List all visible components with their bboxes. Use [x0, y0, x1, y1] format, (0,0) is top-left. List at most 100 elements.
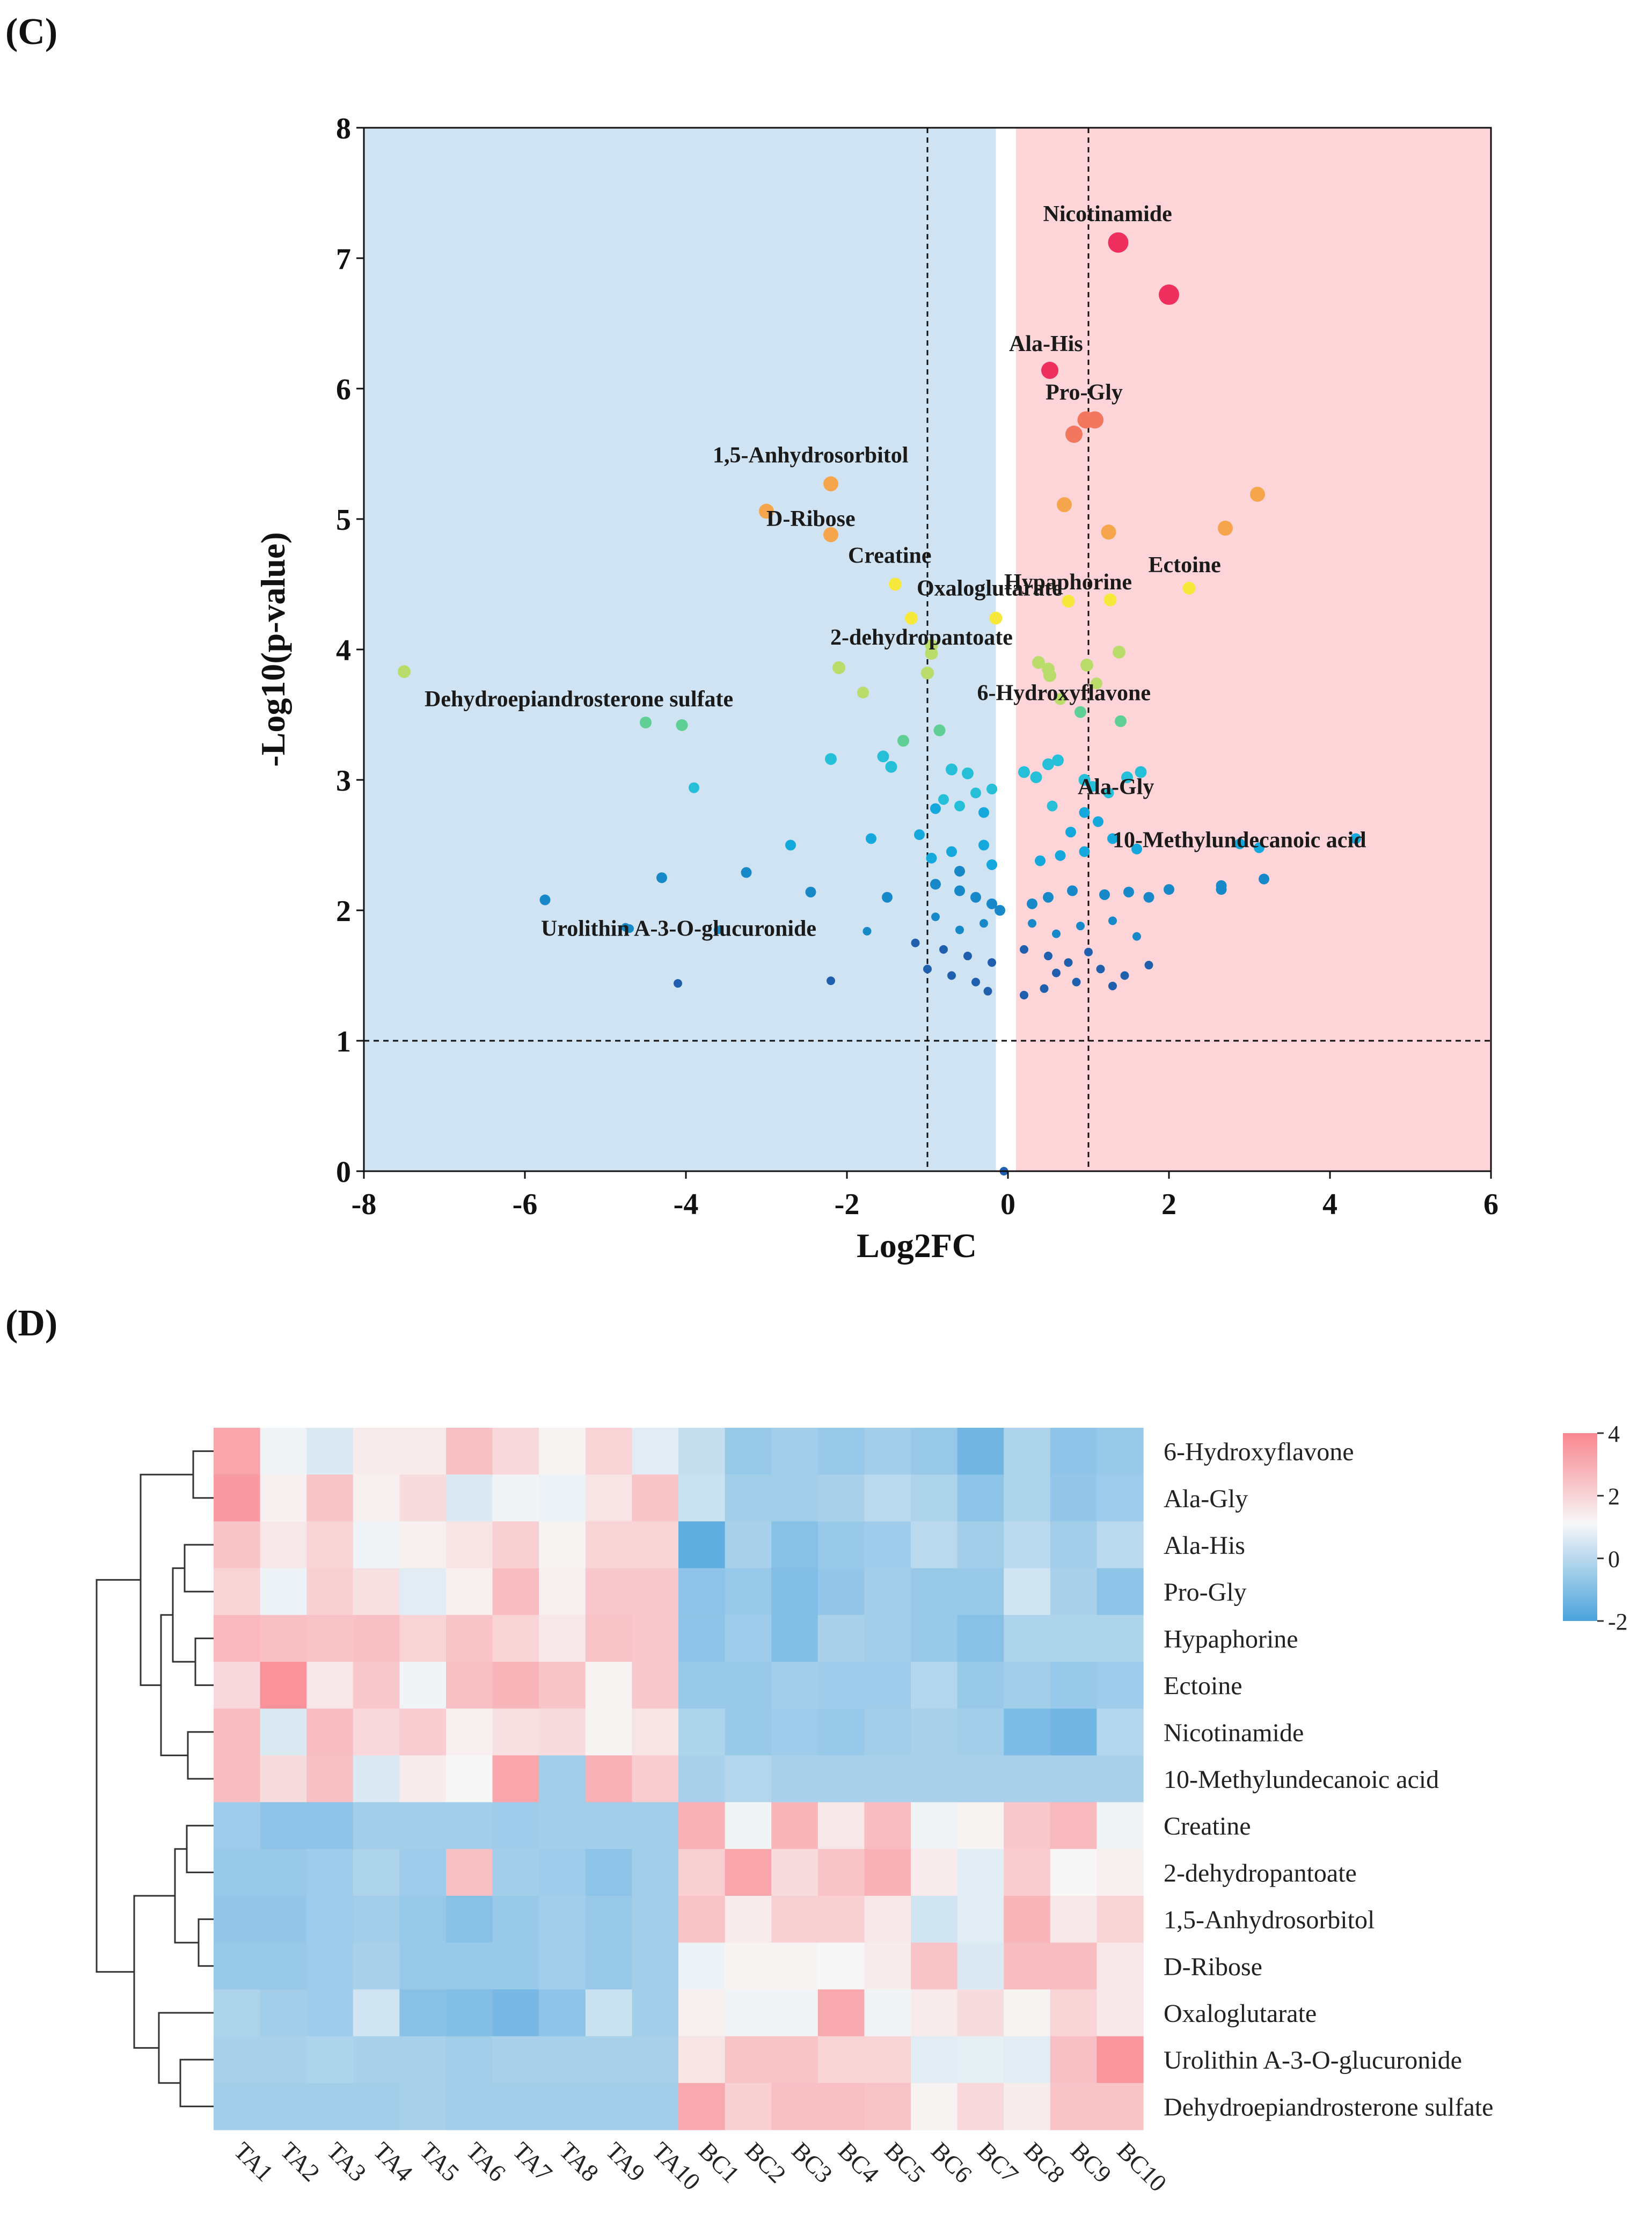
- point-label-10: Dehydroepiandrosterone sulfate: [425, 687, 733, 712]
- data-point-98: [539, 894, 551, 905]
- x-tick-label-4: 0: [1000, 1188, 1015, 1221]
- y-tick-label-0: 0: [336, 1156, 351, 1189]
- data-point-113: [963, 952, 972, 961]
- row-label-1: Ala-Gly: [1164, 1485, 1248, 1513]
- heatmap-cell-r14-c13: [817, 2083, 865, 2130]
- heatmap-cell-r7-c0: [214, 1755, 261, 1803]
- data-point-132: [1120, 971, 1129, 980]
- y-tick-label-7: 7: [336, 243, 351, 276]
- heatmap-cell-r12-c13: [817, 1989, 865, 2037]
- column-label-6: TA7: [508, 2137, 558, 2187]
- row-label-8: Creatine: [1164, 1812, 1251, 1841]
- data-point-61: [1079, 807, 1090, 818]
- y-tick-label-5: 5: [336, 503, 351, 537]
- heatmap-cell-r6-c12: [771, 1708, 818, 1756]
- row-label-2: Ala-His: [1164, 1531, 1245, 1560]
- heatmap-cell-r1-c1: [260, 1474, 307, 1522]
- heatmap-cell-r4-c8: [585, 1615, 632, 1662]
- data-point-121: [827, 976, 835, 985]
- data-point-43: [962, 767, 974, 779]
- heatmap-cell-r4-c12: [771, 1615, 818, 1662]
- data-point-16: [1062, 595, 1075, 608]
- heatmap-cell-r13-c2: [306, 2036, 354, 2084]
- y-tick-label-2: 2: [336, 895, 351, 928]
- column-label-12: BC3: [786, 2137, 838, 2188]
- heatmap-cell-r6-c1: [260, 1708, 307, 1756]
- heatmap-cell-r3-c14: [864, 1568, 911, 1616]
- data-point-38: [689, 782, 699, 793]
- heatmap-cell-r12-c4: [399, 1989, 447, 2037]
- heatmap-cell-r14-c1: [260, 2083, 307, 2130]
- heatmap-cell-r1-c5: [446, 1474, 493, 1522]
- data-point-37: [1074, 706, 1086, 718]
- heatmap-cell-r9-c8: [585, 1849, 632, 1896]
- data-point-74: [1079, 846, 1090, 857]
- heatmap-cell-r13-c10: [678, 2036, 726, 2084]
- data-point-40: [877, 750, 889, 763]
- heatmap-cell-r13-c4: [399, 2036, 447, 2084]
- heatmap-cell-r9-c11: [725, 1849, 772, 1896]
- heatmap-cell-r9-c15: [911, 1849, 958, 1896]
- heatmap-cell-r3-c7: [539, 1568, 586, 1616]
- heatmap-cell-r8-c6: [492, 1802, 539, 1850]
- data-point-20: [832, 661, 845, 675]
- data-point-9: [1057, 497, 1072, 513]
- heatmap-cell-r10-c2: [306, 1896, 354, 1943]
- data-point-125: [971, 977, 980, 987]
- heatmap-cell-r4-c5: [446, 1615, 493, 1662]
- heatmap-cell-r3-c19: [1097, 1568, 1144, 1616]
- heatmap-cell-r8-c15: [911, 1802, 958, 1850]
- point-label-3: 1,5-Anhydrosorbitol: [713, 443, 908, 468]
- colorbar-tick-label-1: 2: [1608, 1484, 1620, 1510]
- data-point-11: [1218, 521, 1233, 536]
- heatmap-cell-r9-c0: [214, 1849, 261, 1896]
- heatmap-cell-r12-c18: [1050, 1989, 1097, 2037]
- heatmap-cell-r7-c6: [492, 1755, 539, 1803]
- data-point-117: [1064, 958, 1073, 967]
- heatmap-cell-r9-c13: [817, 1849, 865, 1896]
- heatmap-cell-r1-c11: [725, 1474, 772, 1522]
- heatmap-cell-r11-c4: [399, 1943, 447, 1990]
- data-point-58: [1135, 766, 1147, 778]
- heatmap-cell-r8-c11: [725, 1802, 772, 1850]
- heatmap-cell-r2-c16: [957, 1521, 1004, 1569]
- heatmap-cell-r10-c15: [911, 1896, 958, 1943]
- data-point-124: [947, 971, 956, 980]
- heatmap-cell-r0-c17: [1004, 1428, 1051, 1475]
- data-point-79: [1350, 833, 1361, 844]
- heatmap-cell-r11-c2: [306, 1943, 354, 1990]
- heatmap-cell-r1-c18: [1050, 1474, 1097, 1522]
- data-point-18: [1182, 581, 1196, 595]
- data-point-103: [931, 912, 940, 922]
- data-point-59: [1047, 800, 1058, 812]
- heatmap-cell-r0-c16: [957, 1428, 1004, 1475]
- data-point-5: [1065, 426, 1083, 443]
- heatmap-cell-r12-c10: [678, 1989, 726, 2037]
- heatmap-cell-r8-c18: [1050, 1802, 1097, 1850]
- heatmap-cell-r14-c15: [911, 2083, 958, 2130]
- data-point-70: [954, 866, 965, 877]
- heatmap-cell-r12-c17: [1004, 1989, 1051, 2037]
- heatmap-cell-r4-c15: [911, 1615, 958, 1662]
- point-label-0: Nicotinamide: [1043, 202, 1172, 227]
- heatmap-cell-r9-c5: [446, 1849, 493, 1896]
- heatmap-cell-r11-c5: [446, 1943, 493, 1990]
- data-point-116: [1044, 952, 1052, 961]
- heatmap-cell-r10-c18: [1050, 1896, 1097, 1943]
- data-point-49: [930, 803, 941, 814]
- data-point-1: [1159, 284, 1179, 305]
- dendro-link-12-1314: [158, 2012, 214, 2084]
- heatmap-cell-r4-c19: [1097, 1615, 1144, 1662]
- y-tick-label-6: 6: [336, 373, 351, 406]
- heatmap-cell-r12-c1: [260, 1989, 307, 2037]
- heatmap-cell-r1-c17: [1004, 1474, 1051, 1522]
- data-point-56: [1103, 787, 1114, 799]
- heatmap-cell-r7-c2: [306, 1755, 354, 1803]
- heatmap-cell-r1-c10: [678, 1474, 726, 1522]
- heatmap-cell-r7-c11: [725, 1755, 772, 1803]
- heatmap-cell-r6-c7: [539, 1708, 586, 1756]
- row-label-10: 1,5-Anhydrosorbitol: [1164, 1906, 1375, 1934]
- data-point-114: [988, 958, 996, 967]
- data-point-87: [954, 885, 965, 896]
